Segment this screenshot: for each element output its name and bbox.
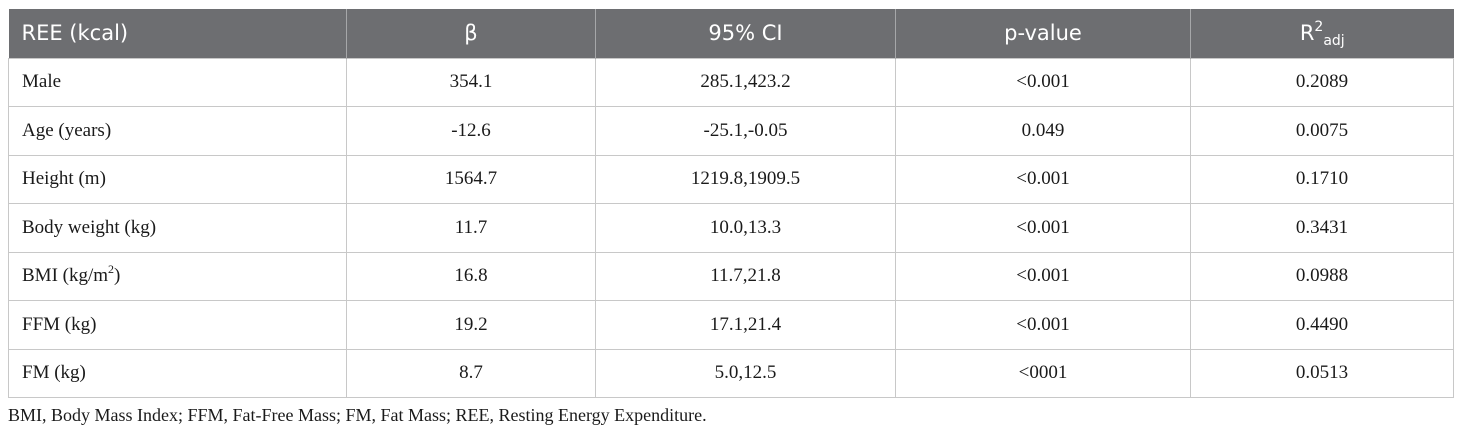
table-footnote: BMI, Body Mass Index; FFM, Fat-Free Mass… (8, 405, 707, 425)
row-label: Age (years) (8, 106, 347, 156)
cell-p-value: <0.001 (895, 154, 1191, 204)
cell-p-value: <0001 (895, 348, 1191, 398)
cell-beta: 19.2 (346, 300, 596, 350)
table-row: Male 354.1 285.1,423.2 <0.001 0.2089 (8, 57, 1454, 107)
table-row: Body weight (kg) 11.7 10.0,13.3 <0.001 0.343… (8, 203, 1454, 253)
cell-r2-adj: 0.3431 (1190, 203, 1454, 253)
header-ree: REE (kcal) (8, 9, 347, 58)
row-label-text: Body weight (kg) (22, 216, 157, 238)
cell-ci: 5.0,12.5 (595, 348, 896, 398)
row-label-text: FM (kg) (22, 362, 86, 384)
row-label: Height (m) (8, 154, 347, 204)
header-p-value: p-value (895, 9, 1191, 58)
row-label: BMI (kg/m2) (8, 251, 347, 301)
cell-p-value: 0.049 (895, 106, 1191, 156)
cell-p-value: <0.001 (895, 251, 1191, 301)
cell-beta: 16.8 (346, 251, 596, 301)
header-row: REE (kcal) β 95% CI p-value R2adj (8, 9, 1454, 58)
table-header: REE (kcal) β 95% CI p-value R2adj (8, 9, 1454, 58)
cell-ci: 285.1,423.2 (595, 57, 896, 107)
cell-beta: 1564.7 (346, 154, 596, 204)
cell-ci: 1219.8,1909.5 (595, 154, 896, 204)
cell-r2-adj: 0.2089 (1190, 57, 1454, 107)
row-label: FFM (kg) (8, 300, 347, 350)
regression-table: REE (kcal) β 95% CI p-value R2adj Male 35… (8, 9, 1454, 398)
table-row: FM (kg) 8.7 5.0,12.5 <0001 0.0513 (8, 348, 1454, 398)
header-r2-sub: adj (1323, 33, 1345, 50)
row-label-text: Age (years) (22, 119, 112, 141)
header-r2-sup: 2 (1314, 19, 1324, 36)
row-label: FM (kg) (8, 348, 347, 398)
table-row: BMI (kg/m2) 16.8 11.7,21.8 <0.001 0.0988 (8, 251, 1454, 301)
cell-ci: 11.7,21.8 (595, 251, 896, 301)
table-body: Male 354.1 285.1,423.2 <0.001 0.2089 Age (yea… (8, 57, 1454, 398)
row-label: Male (8, 57, 347, 107)
regression-table-container: REE (kcal) β 95% CI p-value R2adj Male 35… (8, 9, 1454, 398)
table-row: Age (years) -12.6 -25.1,-0.05 0.049 0.0075 (8, 106, 1454, 156)
cell-beta: -12.6 (346, 106, 596, 156)
table-row: Height (m) 1564.7 1219.8,1909.5 <0.001 0.171… (8, 154, 1454, 204)
row-label-text: BMI (kg/m (22, 265, 109, 287)
cell-beta: 354.1 (346, 57, 596, 107)
row-label-suffix: ) (114, 265, 121, 287)
row-label: Body weight (kg) (8, 203, 347, 253)
header-r2-base: R (1299, 21, 1315, 46)
cell-beta: 8.7 (346, 348, 596, 398)
header-beta: β (346, 9, 596, 58)
cell-beta: 11.7 (346, 203, 596, 253)
cell-p-value: <0.001 (895, 57, 1191, 107)
cell-r2-adj: 0.0988 (1190, 251, 1454, 301)
cell-ci: 17.1,21.4 (595, 300, 896, 350)
header-ci: 95% CI (595, 9, 896, 58)
row-label-text: Male (22, 71, 62, 93)
cell-r2-adj: 0.4490 (1190, 300, 1454, 350)
cell-r2-adj: 0.0513 (1190, 348, 1454, 398)
table-row: FFM (kg) 19.2 17.1,21.4 <0.001 0.4490 (8, 300, 1454, 350)
header-r2-adj: R2adj (1191, 9, 1454, 58)
cell-ci: 10.0,13.3 (595, 203, 896, 253)
cell-ci: -25.1,-0.05 (595, 106, 896, 156)
row-label-text: Height (m) (22, 168, 106, 190)
cell-r2-adj: 0.1710 (1190, 154, 1454, 204)
row-label-sup: 2 (108, 262, 115, 277)
cell-r2-adj: 0.0075 (1190, 106, 1454, 156)
cell-p-value: <0.001 (895, 300, 1191, 350)
row-label-text: FFM (kg) (22, 313, 97, 335)
cell-p-value: <0.001 (895, 203, 1191, 253)
